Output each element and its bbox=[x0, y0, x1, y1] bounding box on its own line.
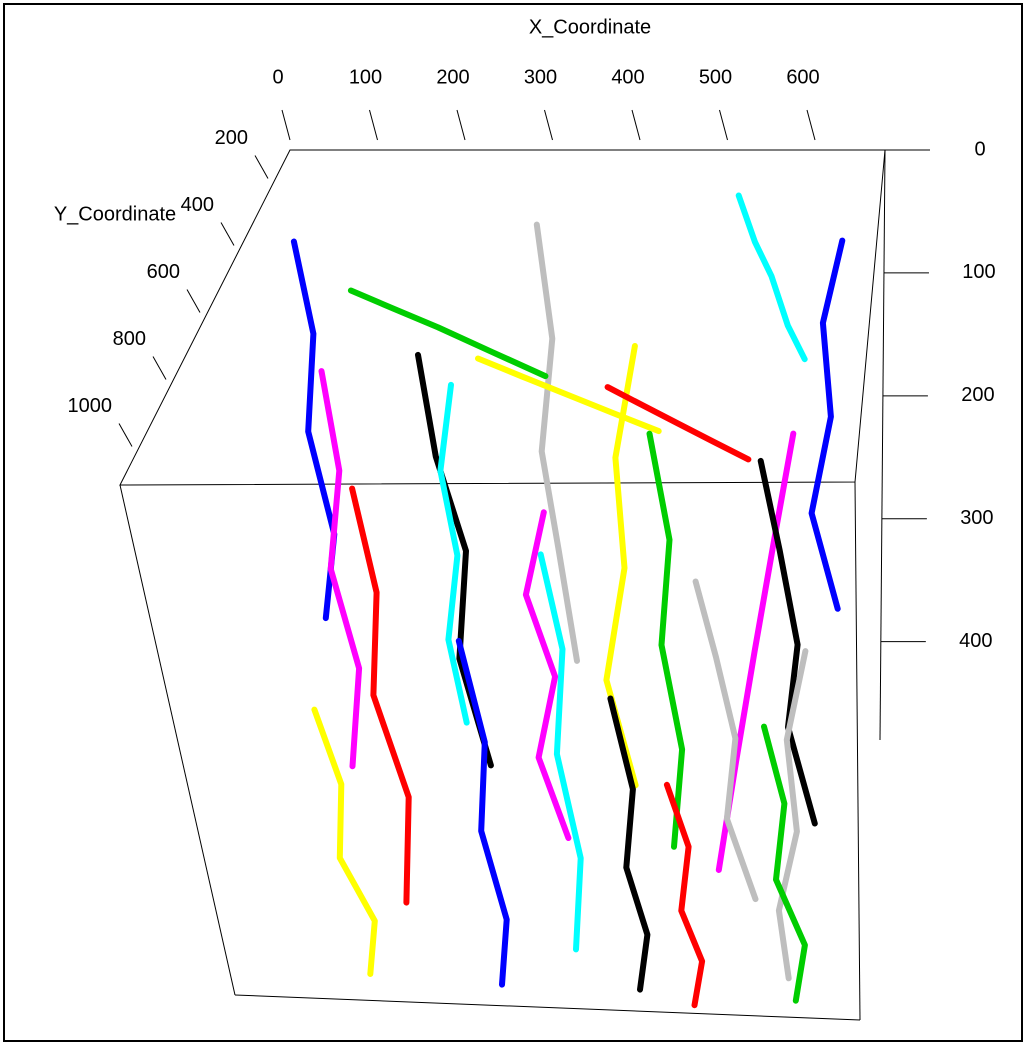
z-tick-label: 100 bbox=[962, 261, 995, 283]
x-tick-label: 100 bbox=[349, 66, 382, 88]
track bbox=[322, 371, 360, 766]
page: X_Coordinate Y_Coordinate 0 100 200 300 400 5… bbox=[0, 0, 1026, 1045]
y-tick bbox=[119, 424, 132, 447]
y-tick-label: 400 bbox=[181, 194, 214, 216]
track bbox=[696, 582, 756, 900]
y-tick-label: 600 bbox=[147, 261, 180, 283]
track bbox=[314, 710, 374, 974]
x-tick-label: 400 bbox=[611, 66, 644, 88]
track bbox=[812, 241, 843, 609]
track bbox=[608, 387, 749, 459]
box-edge bbox=[855, 482, 860, 1020]
y-tick-label: 1000 bbox=[68, 395, 113, 417]
y-tick bbox=[153, 357, 166, 380]
box-edge bbox=[880, 150, 885, 740]
track bbox=[352, 489, 409, 903]
x-tick bbox=[457, 110, 465, 140]
y-tick-label: 200 bbox=[215, 127, 248, 149]
y-tick bbox=[187, 290, 200, 313]
x-tick-label: 500 bbox=[699, 66, 732, 88]
track bbox=[610, 699, 647, 990]
x-tick bbox=[370, 110, 378, 140]
y-tick bbox=[221, 223, 234, 246]
track bbox=[667, 785, 702, 1005]
x-tick bbox=[282, 110, 290, 140]
track bbox=[459, 641, 507, 985]
x-tick-label: 0 bbox=[272, 66, 283, 88]
z-tick-label: 400 bbox=[959, 630, 992, 652]
track bbox=[541, 554, 581, 949]
x-tick bbox=[545, 110, 553, 140]
y-tick-label: 800 bbox=[113, 328, 146, 350]
x-axis-title: X_Coordinate bbox=[529, 16, 651, 38]
x-tick-label: 300 bbox=[524, 66, 557, 88]
x-tick-label: 600 bbox=[786, 66, 819, 88]
z-tick-label: 200 bbox=[961, 384, 994, 406]
z-tick-label: 0 bbox=[974, 138, 985, 160]
track bbox=[537, 225, 577, 661]
track bbox=[294, 242, 334, 619]
x-tick bbox=[807, 110, 815, 140]
box-edge bbox=[235, 995, 860, 1020]
x-tick bbox=[632, 110, 640, 140]
track bbox=[351, 291, 546, 377]
box-edge bbox=[120, 485, 235, 995]
track bbox=[739, 196, 805, 360]
z-tick-label: 300 bbox=[960, 507, 993, 529]
x-tick bbox=[720, 110, 728, 140]
y-tick bbox=[255, 156, 268, 179]
chart: X_Coordinate Y_Coordinate 0 100 200 300 400 5… bbox=[0, 0, 1026, 1045]
x-tick-label: 200 bbox=[436, 66, 469, 88]
frame bbox=[4, 4, 1022, 1041]
box-top bbox=[120, 150, 885, 485]
y-axis-title: Y_Coordinate bbox=[54, 203, 176, 225]
